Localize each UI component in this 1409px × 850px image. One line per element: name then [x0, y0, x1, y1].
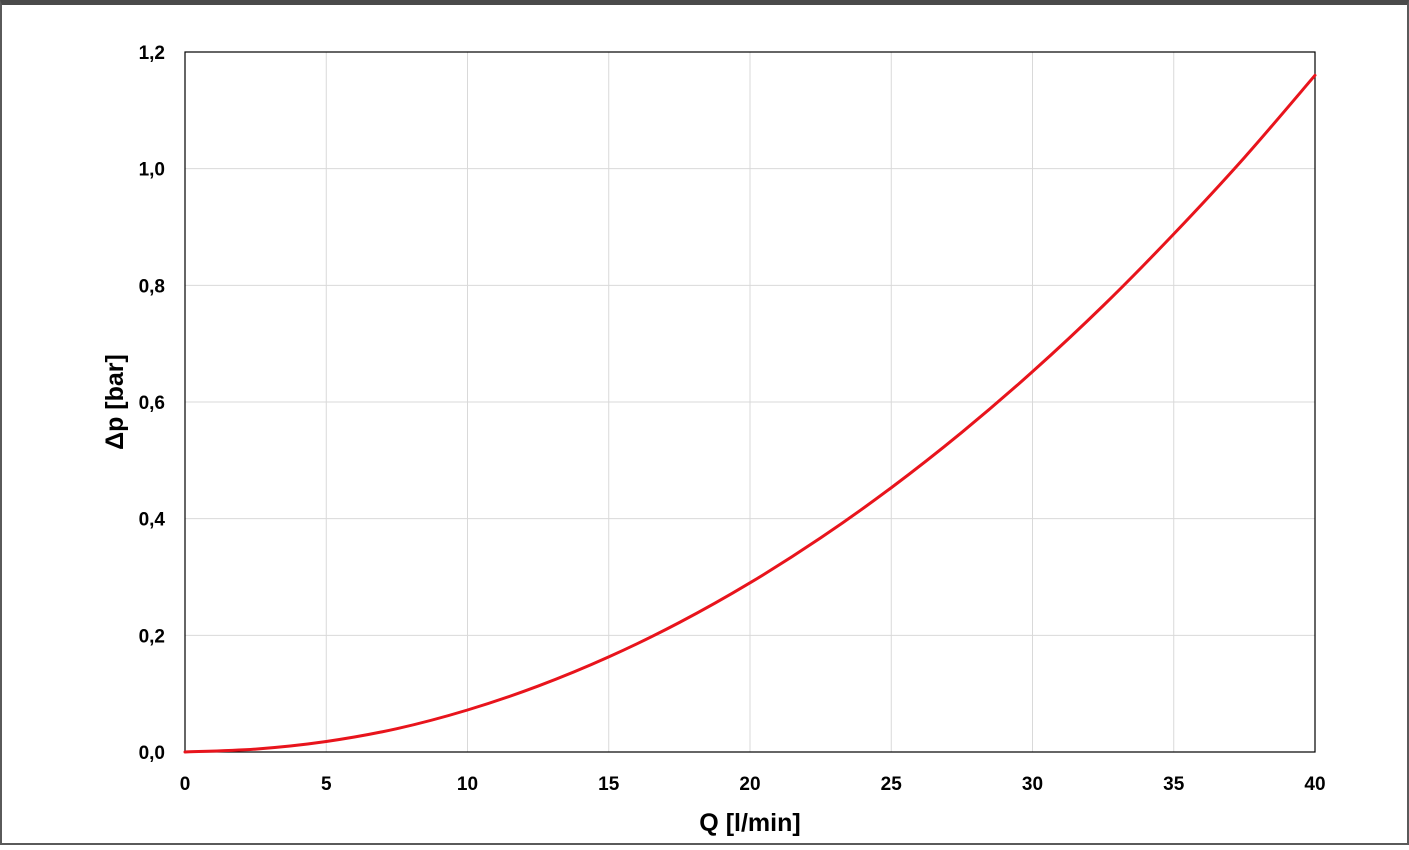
x-tick-label: 40: [1304, 774, 1325, 795]
grid-lines: [185, 52, 1315, 752]
y-tick-label: 1,2: [139, 43, 165, 64]
x-tick-label: 0: [180, 774, 191, 795]
x-tick-label: 20: [739, 774, 760, 795]
y-tick-labels: 0,0 0,2 0,4 0,6 0,8 1,0 1,2: [139, 43, 166, 764]
x-axis-title: Q [l/min]: [699, 809, 800, 837]
x-tick-label: 35: [1163, 774, 1185, 795]
series-layer: [183, 73, 1317, 754]
y-tick-label: 0,4: [139, 510, 166, 531]
x-tick-label: 30: [1022, 774, 1043, 795]
x-tick-label: 15: [598, 774, 620, 795]
series-line: [183, 73, 1317, 754]
x-tick-label: 25: [881, 774, 903, 795]
y-tick-label: 0,2: [139, 626, 165, 647]
pressure-drop-chart: 0 5 10 15 20 25 30 35 40 0,0 0,2 0,4 0,6 0,8 1,0 1,2 Q…: [101, 43, 1326, 837]
y-tick-label: 0,8: [139, 276, 165, 297]
plot-area-border: [184, 51, 1316, 753]
y-tick-label: 0,6: [139, 393, 165, 414]
x-tick-labels: 0 5 10 15 20 25 30 35 40: [180, 774, 1326, 795]
x-tick-label: 10: [457, 774, 478, 795]
y-axis-title: Δp [bar]: [101, 354, 129, 450]
y-tick-label: 1,0: [139, 160, 165, 181]
y-tick-label: 0,0: [139, 743, 165, 764]
x-tick-label: 5: [321, 774, 332, 795]
